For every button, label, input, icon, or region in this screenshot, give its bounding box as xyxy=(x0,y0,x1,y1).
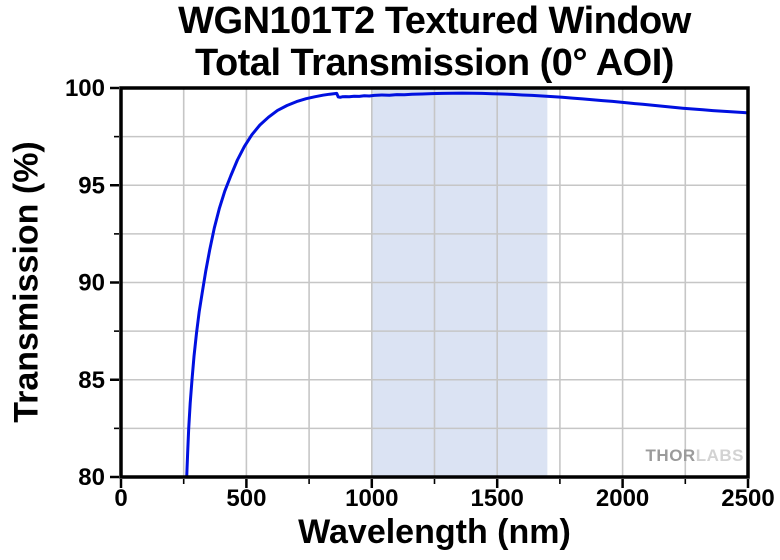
x-tick-label: 2000 xyxy=(596,485,649,512)
y-tick-label: 85 xyxy=(78,367,105,394)
thorlabs-watermark: THORLABS xyxy=(646,446,744,466)
x-tick-label: 1500 xyxy=(471,485,524,512)
x-axis-title: Wavelength (nm) xyxy=(298,513,571,551)
plot-frame xyxy=(119,86,750,479)
chart-title: WGN101T2 Textured Window Total Transmiss… xyxy=(121,0,748,84)
data-curve xyxy=(185,91,750,479)
y-axis-title: Transmission (%) xyxy=(7,141,46,423)
chart-title-line-2: Total Transmission (0° AOI) xyxy=(195,42,674,84)
y-tick-label: 95 xyxy=(78,172,105,199)
y-tick-label: 90 xyxy=(78,270,105,297)
x-tick-label: 2500 xyxy=(721,485,774,512)
y-tick-label: 100 xyxy=(65,75,105,102)
chart-title-line-1: WGN101T2 Textured Window xyxy=(178,0,691,42)
watermark-labs: LABS xyxy=(695,446,744,465)
x-tick-label: 500 xyxy=(226,485,266,512)
watermark-thor: THOR xyxy=(645,446,696,465)
x-tick-label: 1000 xyxy=(345,485,398,512)
y-tick-label: 80 xyxy=(78,464,105,491)
x-tick-label: 0 xyxy=(114,485,127,512)
